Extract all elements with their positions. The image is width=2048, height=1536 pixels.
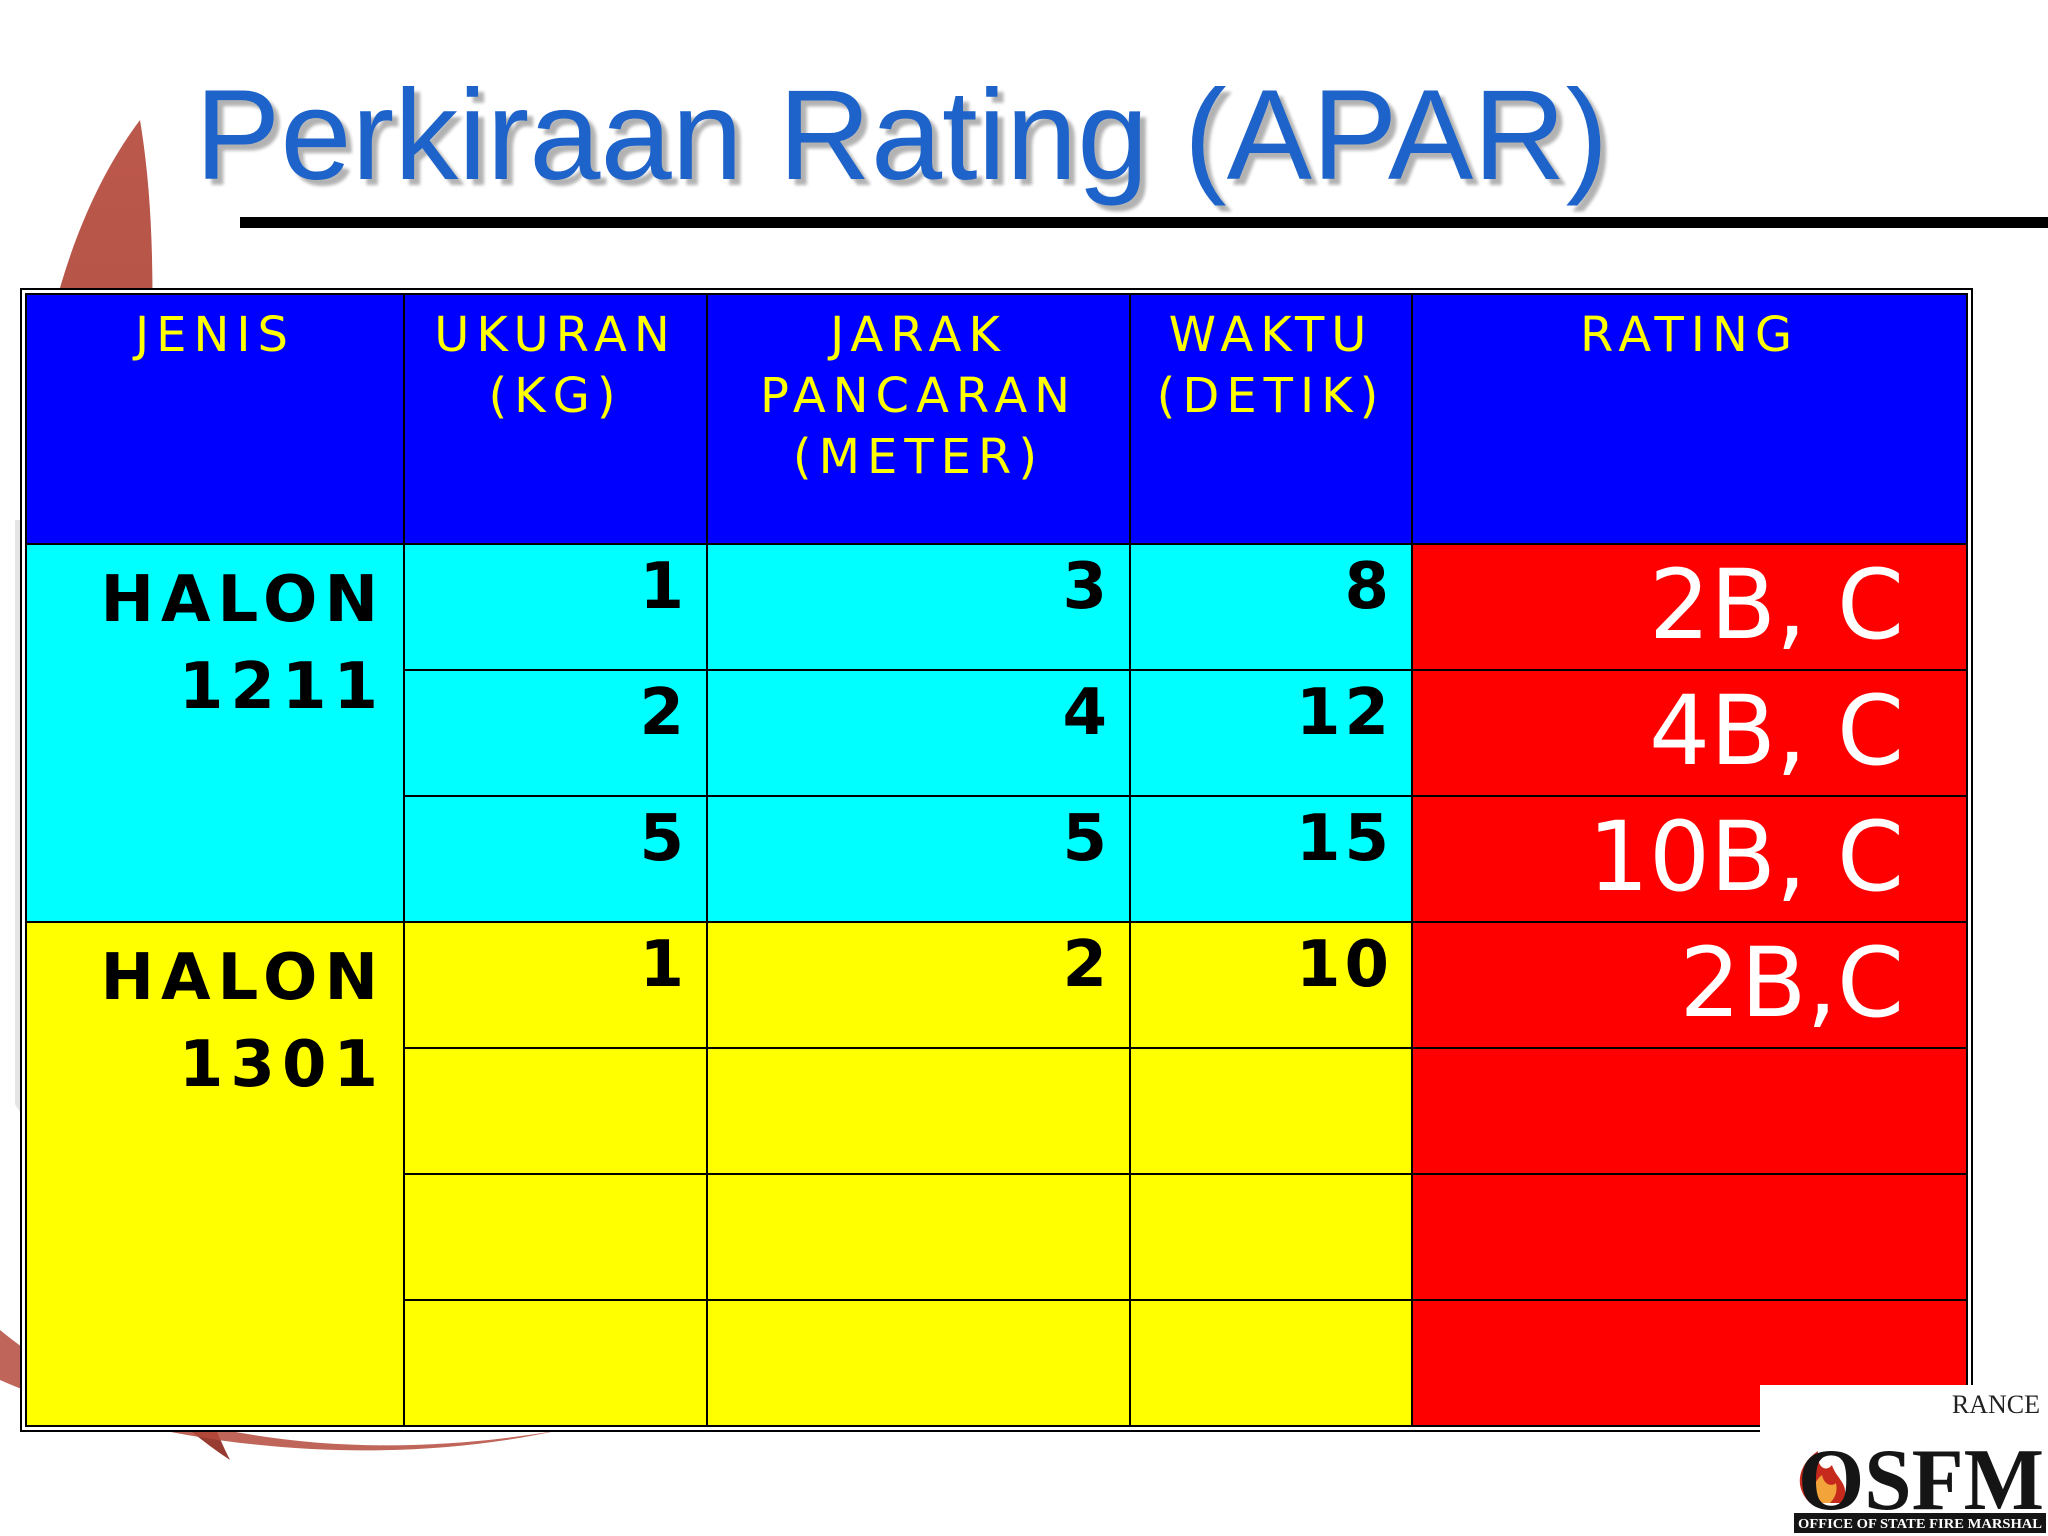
header-jenis: JENIS: [25, 293, 405, 545]
jarak-cell: [706, 1299, 1131, 1427]
rating-table: JENIS UKURAN (KG) JARAK PANCARAN (METER) WA…: [25, 293, 1968, 1427]
jarak-cell: [706, 1047, 1131, 1175]
logo-sub-text: OFFICE OF STATE FIRE MARSHAL: [1798, 1517, 2042, 1532]
table-row: [26, 1173, 1968, 1301]
jarak-cell: [706, 1173, 1131, 1301]
logo-main-text: OSFM: [1798, 1432, 2044, 1529]
rating-cell: 4B, C: [1411, 669, 1968, 797]
jarak-cell: 4: [706, 669, 1131, 797]
jarak-cell: 3: [706, 543, 1131, 671]
table-row: HALON 1211 1 3 8 2B, C: [25, 543, 1968, 923]
waktu-cell: [1129, 1173, 1413, 1301]
jenis-cell-halon-1301: HALON 1301: [25, 921, 405, 1427]
ukuran-cell: 1: [403, 543, 708, 671]
rating-cell: 2B, C: [1411, 543, 1968, 671]
ukuran-cell: 5: [403, 795, 708, 923]
rating-cell: 2B,C: [1411, 921, 1968, 1049]
table-row: 5 5 15 10B, C: [26, 795, 1968, 923]
waktu-cell: 15: [1129, 795, 1413, 923]
ukuran-cell: [403, 1299, 708, 1427]
waktu-cell: 10: [1129, 921, 1413, 1049]
jenis-cell-halon-1211: HALON 1211: [25, 543, 405, 923]
header-rating: RATING: [1411, 293, 1968, 545]
rating-cell: [1411, 1173, 1968, 1301]
ukuran-cell: 1: [403, 921, 708, 1049]
slide-title: Perkiraan Rating (APAR): [195, 64, 1609, 207]
osfm-logo: RANCE OSFM OFFICE OF STATE FIRE MARSHAL: [1760, 1385, 2048, 1536]
waktu-cell: 12: [1129, 669, 1413, 797]
header-waktu: WAKTU (DETIK): [1129, 293, 1413, 545]
ukuran-cell: [403, 1173, 708, 1301]
header-ukuran: UKURAN (KG): [403, 293, 708, 545]
flame-icon: [1799, 1451, 1846, 1503]
table-header-row: JENIS UKURAN (KG) JARAK PANCARAN (METER) WA…: [25, 293, 1968, 545]
logo-top-text: RANCE: [1952, 1390, 2040, 1419]
waktu-cell: [1129, 1299, 1413, 1427]
table-row: [26, 1047, 1968, 1175]
waktu-cell: [1129, 1047, 1413, 1175]
title-underline: [240, 217, 2048, 228]
jarak-cell: 5: [706, 795, 1131, 923]
table-row: 2 4 12 4B, C: [26, 669, 1968, 797]
ukuran-cell: 2: [403, 669, 708, 797]
jarak-cell: 2: [706, 921, 1131, 1049]
waktu-cell: 8: [1129, 543, 1413, 671]
header-jarak: JARAK PANCARAN (METER): [706, 293, 1131, 545]
rating-cell: 10B, C: [1411, 795, 1968, 923]
table-row: HALON 1301 1 2 10 2B,C: [25, 921, 1968, 1427]
ukuran-cell: [403, 1047, 708, 1175]
rating-table-frame: JENIS UKURAN (KG) JARAK PANCARAN (METER) WA…: [20, 288, 1973, 1432]
rating-cell: [1411, 1047, 1968, 1175]
